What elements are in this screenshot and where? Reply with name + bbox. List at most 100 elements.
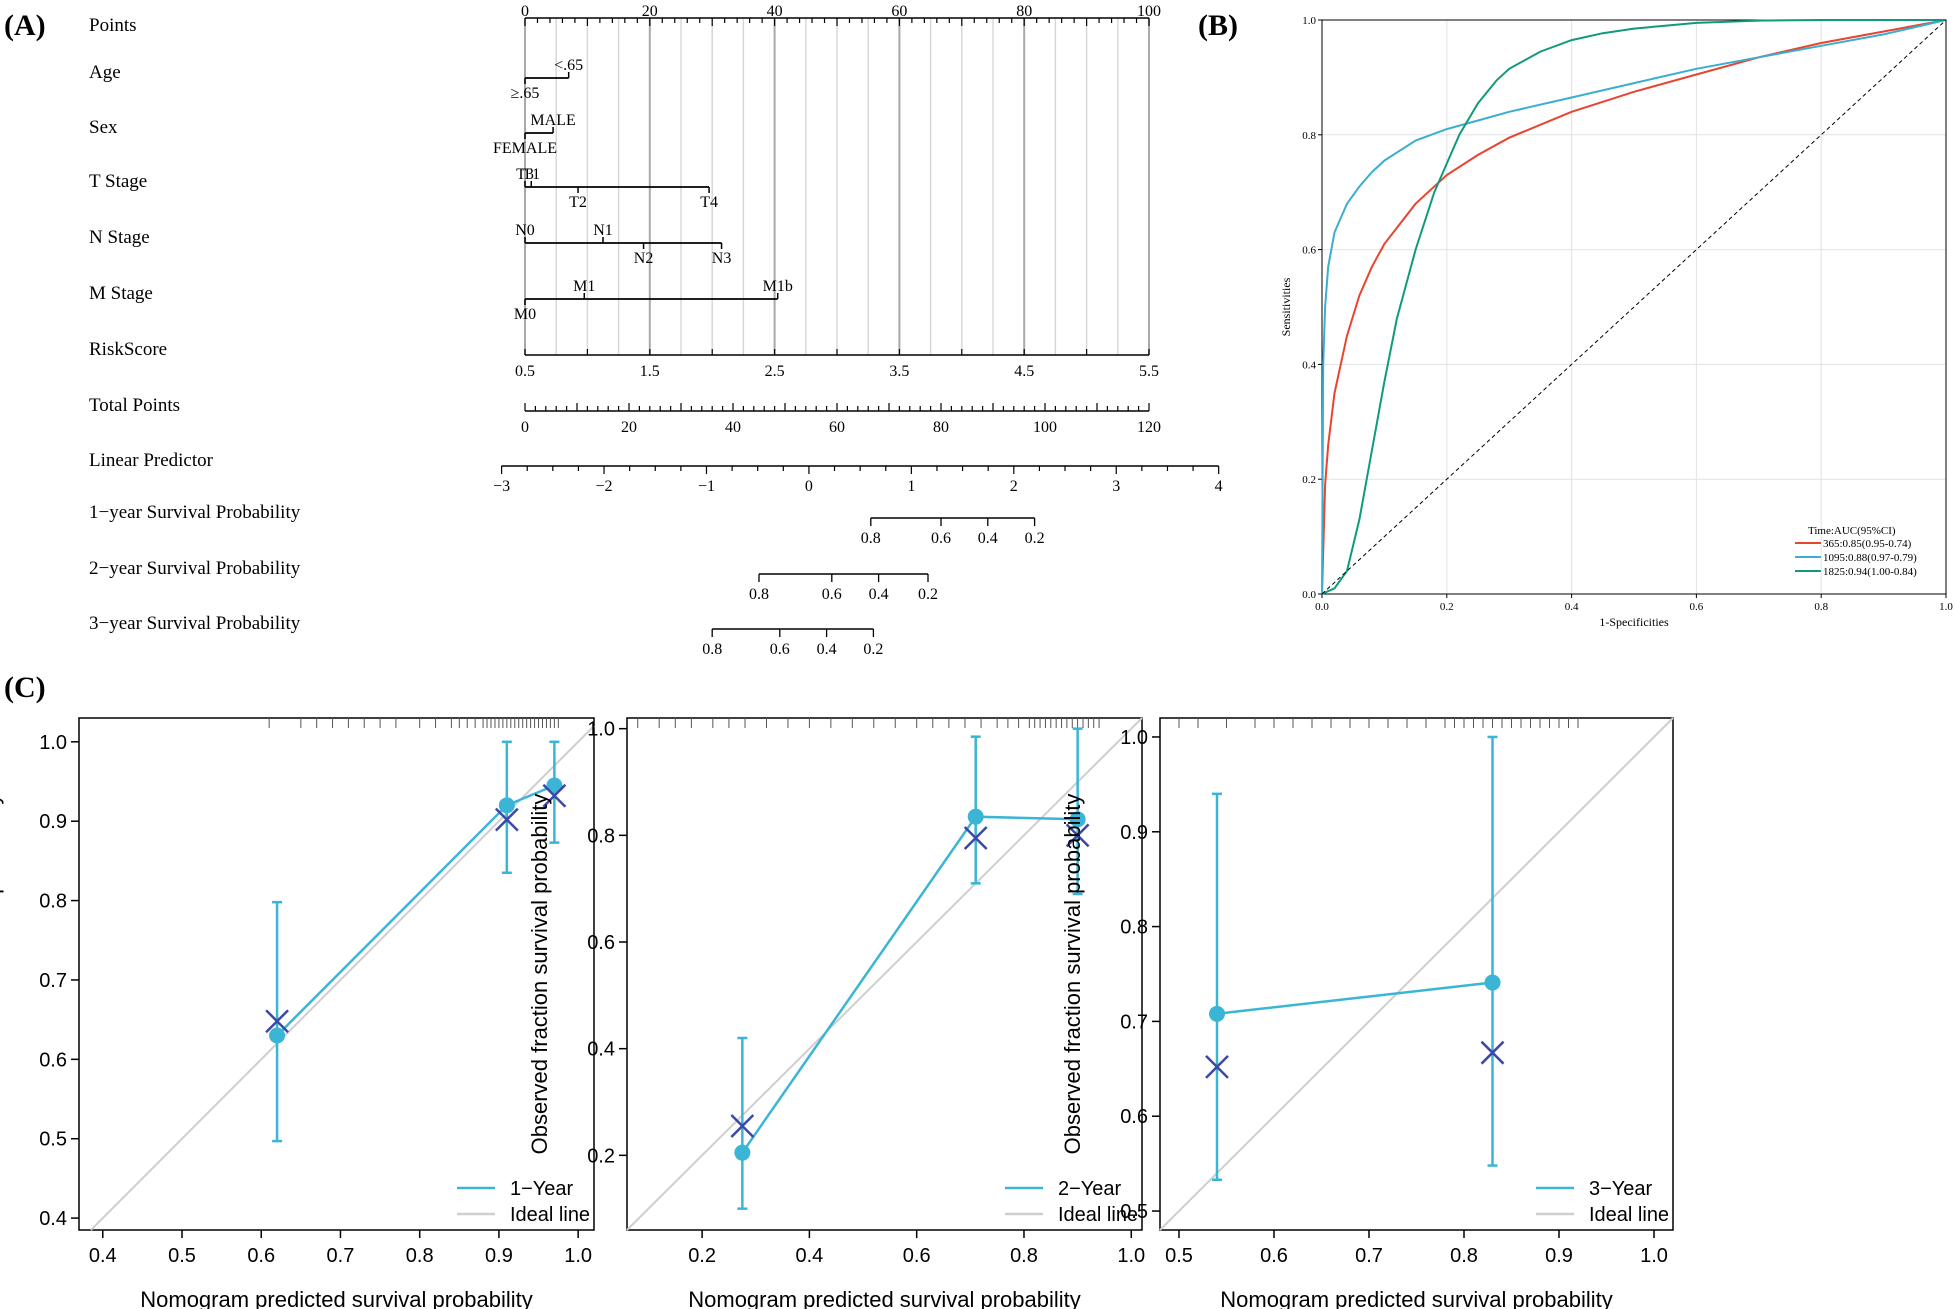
nomogram-level-label: <.65 [554, 57, 583, 74]
legend-label-model: 1−Year [510, 1178, 574, 1200]
roc-x-tick-label: 0.4 [1565, 601, 1579, 613]
x-axis-tick-label: 0.7 [327, 1245, 355, 1267]
total-tick-label: 100 [1033, 419, 1057, 436]
x-axis-tick-label: 0.4 [89, 1245, 117, 1267]
survival-tick-label: 0.6 [822, 586, 842, 603]
points-tick-label: 20 [642, 3, 658, 20]
y-axis-label: Observed fraction survival probability [0, 794, 4, 1155]
x-axis-label: Nomogram predicted survival probability [140, 1287, 533, 1309]
y-axis-tick-label: 0.6 [587, 932, 615, 954]
ideal-line [1159, 717, 1674, 1231]
y-axis-tick-label: 1.0 [39, 732, 67, 754]
total-tick-label: 60 [829, 419, 845, 436]
nomogram-level-label: N2 [634, 250, 654, 267]
survival-tick-label: 0.4 [978, 530, 998, 547]
nomogram-level-label: M1 [573, 278, 595, 295]
roc-x-tick-label: 0.2 [1440, 601, 1454, 613]
lp-tick-label: 3 [1112, 478, 1120, 495]
bias-corrected-cross [963, 826, 988, 850]
roc-y-axis-label: Sensitivities [1279, 277, 1293, 336]
calibration-plot-frame [626, 717, 1143, 1231]
roc-legend-entry: 365:0.85(0.95-0.74) [1823, 538, 1912, 550]
x-axis-tick-label: 0.8 [1450, 1245, 1478, 1267]
nomogram-row-label-age: Age [89, 62, 121, 83]
lp-tick-label: 2 [1010, 478, 1018, 495]
bias-corrected-cross [265, 1009, 289, 1034]
nomogram-level-label: FEMALE [493, 140, 557, 157]
nomogram-level-label: M0 [514, 306, 536, 323]
calibration-plot-frame [78, 717, 595, 1231]
panel-label-c: (C) [4, 671, 46, 704]
survival-tick-label: 0.2 [863, 641, 883, 658]
riskscore-tick-label: 2.5 [765, 363, 785, 380]
calibration-point [1209, 1005, 1225, 1022]
roc-x-tick-label: 0.6 [1690, 601, 1704, 613]
nomogram-row-label-sex: Sex [89, 117, 118, 138]
nomogram-row-label-lp: Linear Predictor [89, 450, 214, 471]
nomogram-level-label: T3 [516, 166, 534, 183]
nomogram-level-label: N0 [515, 222, 535, 239]
lp-tick-label: 4 [1215, 478, 1223, 495]
x-axis-tick-label: 0.8 [1010, 1245, 1038, 1267]
survival-tick-label: 0.4 [817, 641, 837, 658]
lp-tick-label: −2 [596, 478, 613, 495]
calibration-line [276, 784, 555, 1037]
y-axis-tick-label: 0.9 [1120, 822, 1148, 844]
y-axis-tick-label: 0.7 [39, 970, 67, 992]
calibration-point [269, 1027, 286, 1044]
nomogram-row-label-points: Points [89, 15, 137, 36]
roc-y-tick-label: 0.2 [1302, 474, 1316, 486]
x-axis-tick-label: 1.0 [564, 1245, 592, 1267]
riskscore-tick-label: 3.5 [889, 363, 909, 380]
bias-corrected-cross [1205, 1055, 1229, 1079]
x-axis-tick-label: 0.5 [168, 1245, 196, 1267]
total-tick-label: 120 [1137, 419, 1161, 436]
nomogram-row-label-s1: 1−year Survival Probability [89, 502, 301, 523]
nomogram-level-label: T4 [700, 194, 718, 211]
nomogram-level-label: T1 [522, 166, 540, 183]
total-tick-label: 40 [725, 419, 741, 436]
survival-tick-label: 0.8 [749, 586, 769, 603]
roc-y-tick-label: 0.0 [1302, 589, 1316, 601]
roc-chart: 0.0 0.2 0.4 0.6 0.8 1.0 0.0 0.2 0.4 0.6 0.8 1.0 1-Sp… [1279, 15, 1953, 629]
nomogram-row-label-s3: 3−year Survival Probability [89, 613, 301, 634]
x-axis-tick-label: 0.4 [795, 1245, 823, 1267]
calibration-chart-2year: 0.2 0.4 0.6 0.8 1.0 0.2 0.4 0.6 0.8 1.0 Nomogram p… [527, 717, 1145, 1309]
y-axis-tick-label: 0.5 [39, 1129, 67, 1151]
roc-y-tick-label: 0.8 [1302, 130, 1316, 142]
x-axis-label: Nomogram predicted survival probability [688, 1287, 1081, 1309]
roc-x-tick-label: 0.0 [1315, 601, 1329, 613]
bias-corrected-cross [494, 807, 519, 832]
calibration-point [1484, 974, 1501, 991]
roc-x-axis-label: 1-Specificities [1599, 615, 1669, 629]
y-axis-tick-label: 1.0 [1120, 727, 1148, 749]
roc-y-tick-label: 0.6 [1302, 245, 1316, 257]
survival-tick-label: 0.8 [702, 641, 722, 658]
points-tick-label: 100 [1137, 3, 1161, 20]
roc-legend-entry: 1095:0.88(0.97-0.79) [1823, 552, 1917, 564]
riskscore-tick-label: 1.5 [640, 363, 660, 380]
ideal-line [626, 717, 1143, 1231]
calibration-chart-3year: 0.5 0.6 0.7 0.8 0.9 1.0 0.5 0.6 0.7 0.8 0.9 1.0 Nomo… [1060, 717, 1674, 1309]
riskscore-tick-label: 0.5 [515, 363, 535, 380]
calibration-point [498, 797, 515, 814]
calibration-chart-1year: 0.4 0.5 0.6 0.7 0.8 0.9 1.0 0.4 0.5 0.6 0.7 0.8 0.9 1… [0, 717, 595, 1309]
y-axis-tick-label: 0.9 [39, 811, 67, 833]
roc-y-tick-label: 1.0 [1302, 15, 1316, 27]
x-axis-tick-label: 1.0 [1117, 1245, 1145, 1267]
roc-plot-frame [1321, 19, 1947, 595]
roc-legend-title: Time:AUC(95%CI) [1808, 525, 1896, 537]
nomogram-level-label: ≥.65 [511, 85, 540, 102]
total-tick-label: 0 [521, 419, 529, 436]
bias-corrected-cross [730, 1114, 755, 1138]
x-axis-tick-label: 0.8 [406, 1245, 434, 1267]
survival-tick-label: 0.2 [1025, 530, 1045, 547]
legend-label-model: 3−Year [1589, 1178, 1653, 1200]
x-axis-tick-label: 0.6 [247, 1245, 275, 1267]
roc-y-tick-label: 0.4 [1302, 359, 1316, 371]
panel-label-b: (B) [1198, 9, 1238, 42]
x-axis-label: Nomogram predicted survival probability [1220, 1287, 1613, 1309]
calibration-point [734, 1144, 751, 1161]
y-axis-tick-label: 0.2 [587, 1145, 615, 1167]
